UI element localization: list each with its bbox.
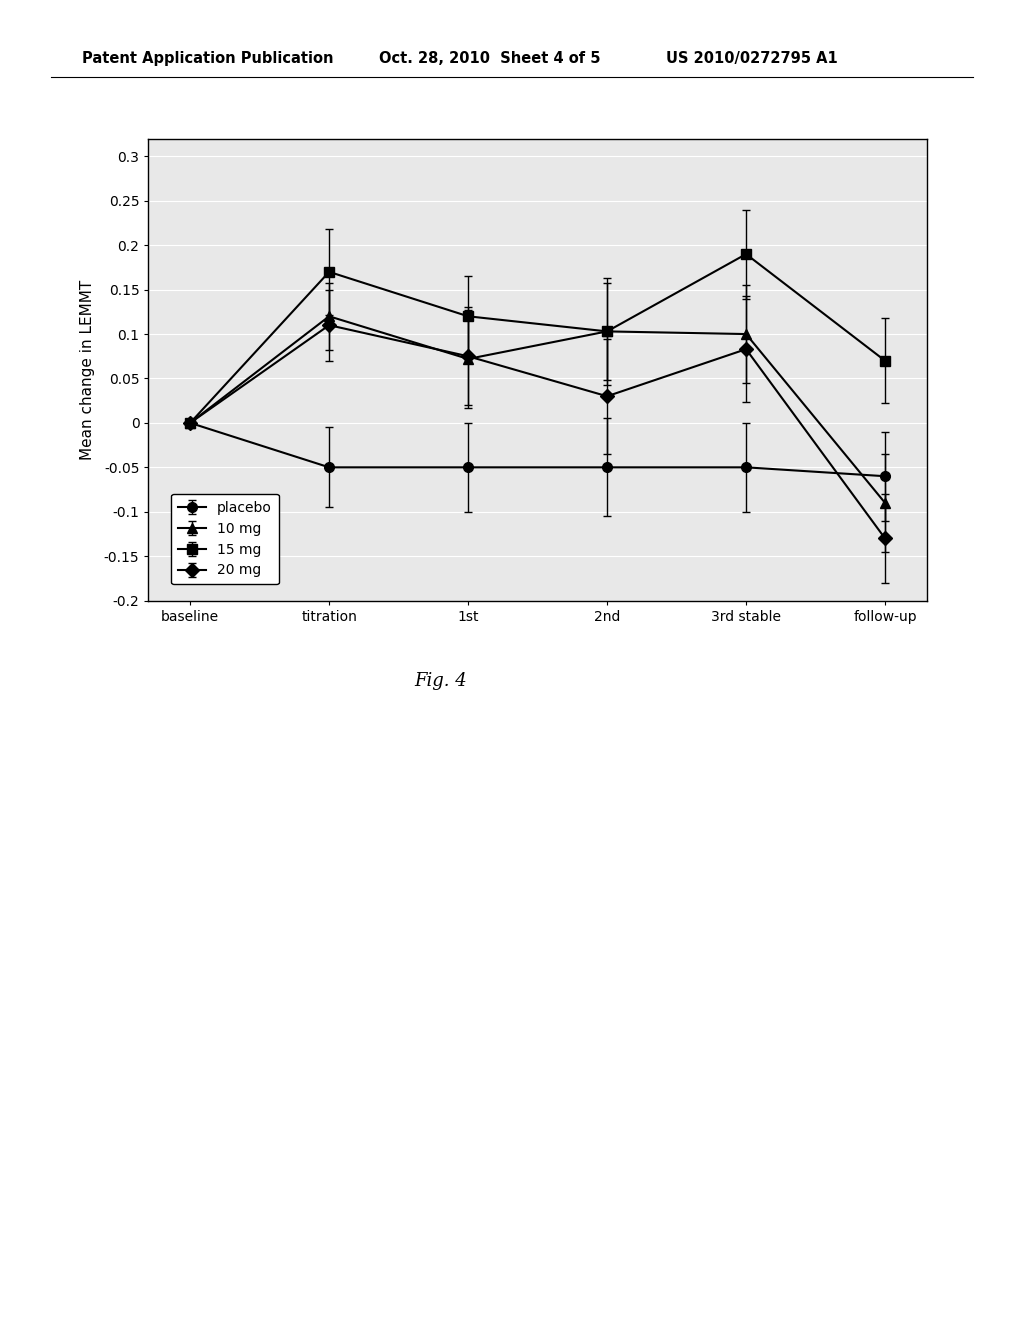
Text: Fig. 4: Fig. 4 (414, 672, 467, 690)
Text: Oct. 28, 2010  Sheet 4 of 5: Oct. 28, 2010 Sheet 4 of 5 (379, 51, 600, 66)
Legend: placebo, 10 mg, 15 mg, 20 mg: placebo, 10 mg, 15 mg, 20 mg (171, 494, 279, 585)
Text: Patent Application Publication: Patent Application Publication (82, 51, 334, 66)
Y-axis label: Mean change in LEMMT: Mean change in LEMMT (81, 280, 95, 459)
Text: US 2010/0272795 A1: US 2010/0272795 A1 (666, 51, 838, 66)
